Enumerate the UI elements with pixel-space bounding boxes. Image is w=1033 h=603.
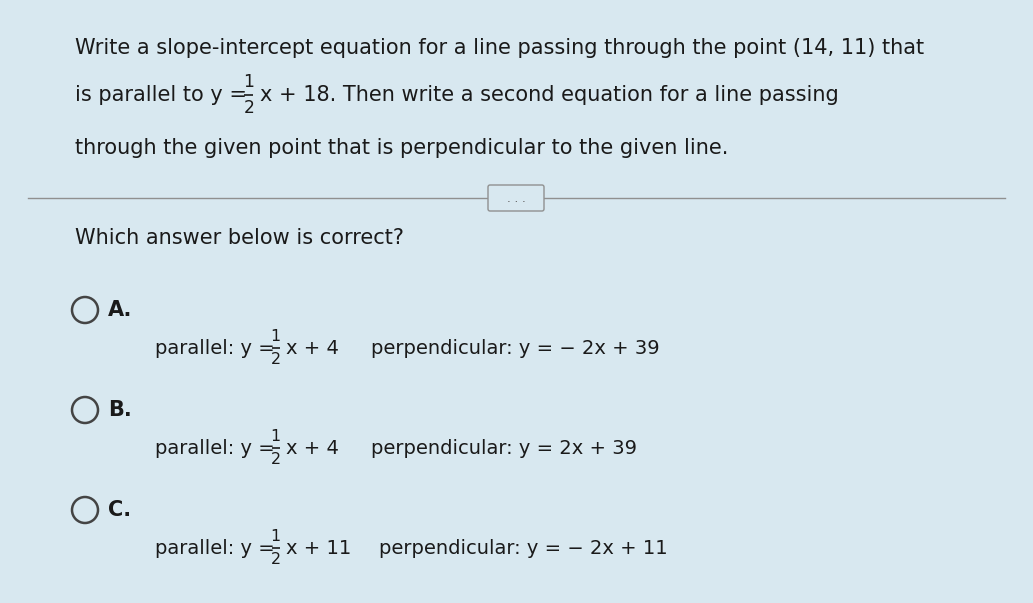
Text: through the given point that is perpendicular to the given line.: through the given point that is perpendi… xyxy=(75,138,728,158)
Text: . . .: . . . xyxy=(506,192,526,204)
Text: parallel: y =: parallel: y = xyxy=(155,438,281,458)
Text: parallel: y =: parallel: y = xyxy=(155,338,281,358)
Text: 1: 1 xyxy=(271,329,281,344)
Text: 1: 1 xyxy=(271,529,281,544)
Text: 2: 2 xyxy=(271,352,281,367)
Text: perpendicular: y = 2x + 39: perpendicular: y = 2x + 39 xyxy=(371,438,637,458)
Text: perpendicular: y = − 2x + 11: perpendicular: y = − 2x + 11 xyxy=(379,538,667,558)
Text: 2: 2 xyxy=(271,552,281,567)
Text: x + 18. Then write a second equation for a line passing: x + 18. Then write a second equation for… xyxy=(260,85,839,105)
FancyBboxPatch shape xyxy=(488,185,544,211)
Text: Write a slope-intercept equation for a line passing through the point (14, 11) t: Write a slope-intercept equation for a l… xyxy=(75,38,925,58)
Text: is parallel to y =: is parallel to y = xyxy=(75,85,254,105)
Text: A.: A. xyxy=(108,300,132,320)
Text: x + 11: x + 11 xyxy=(285,538,351,558)
Text: 1: 1 xyxy=(244,73,254,91)
Text: parallel: y =: parallel: y = xyxy=(155,538,281,558)
Text: perpendicular: y = − 2x + 39: perpendicular: y = − 2x + 39 xyxy=(371,338,659,358)
Text: 2: 2 xyxy=(244,99,254,117)
Text: Which answer below is correct?: Which answer below is correct? xyxy=(75,228,404,248)
Text: x + 4: x + 4 xyxy=(285,438,339,458)
Text: 1: 1 xyxy=(271,429,281,444)
Text: C.: C. xyxy=(108,500,131,520)
Text: 2: 2 xyxy=(271,452,281,467)
Text: x + 4: x + 4 xyxy=(285,338,339,358)
Text: B.: B. xyxy=(108,400,132,420)
